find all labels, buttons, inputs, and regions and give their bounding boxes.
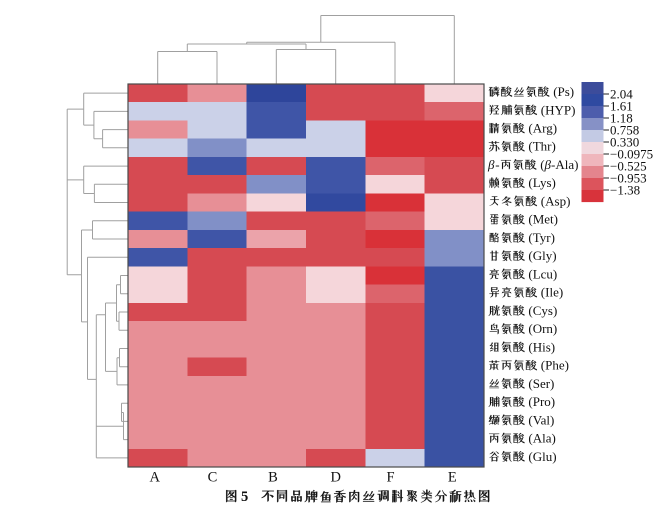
svg-text:(Val): (Val) (528, 412, 554, 427)
svg-text:2.04: 2.04 (610, 87, 633, 102)
svg-text:(Glu): (Glu) (528, 449, 556, 464)
svg-text:A: A (150, 470, 161, 486)
svg-text:(Lys): (Lys) (528, 175, 555, 190)
svg-text:0.758: 0.758 (610, 123, 639, 138)
svg-text:(HYP): (HYP) (541, 102, 576, 117)
svg-text:(Phe): (Phe) (541, 358, 569, 373)
svg-text:(Arg): (Arg) (528, 121, 557, 136)
svg-text:(Cys): (Cys) (528, 303, 557, 318)
svg-text:E: E (448, 470, 457, 486)
svg-text:F: F (386, 470, 394, 486)
svg-text:(Lcu): (Lcu) (528, 266, 557, 281)
svg-text:−0.525: −0.525 (610, 159, 647, 174)
svg-text:−1.38: −1.38 (610, 183, 640, 198)
svg-text:(Tyr): (Tyr) (528, 230, 555, 245)
svg-text:(Ile): (Ile) (541, 285, 563, 300)
svg-text:D: D (331, 470, 341, 486)
svg-text:(Gly): (Gly) (528, 248, 556, 263)
svg-text:(His): (His) (528, 339, 555, 354)
svg-text:(Ser): (Ser) (528, 376, 554, 391)
svg-text:C: C (208, 470, 218, 486)
svg-text:(Ps): (Ps) (553, 84, 574, 99)
svg-text:1.18: 1.18 (610, 111, 633, 126)
svg-text:(Ala): (Ala) (528, 431, 555, 446)
svg-text:−0.0975: −0.0975 (610, 147, 653, 162)
svg-text:1.61: 1.61 (610, 99, 633, 114)
svg-text:(Thr): (Thr) (528, 139, 555, 154)
svg-text:(Orn): (Orn) (528, 321, 557, 336)
svg-text:(β-Ala): (β-Ala) (540, 157, 578, 172)
svg-text:(Asp): (Asp) (541, 193, 571, 208)
svg-text:B: B (268, 470, 278, 486)
svg-text:(Met): (Met) (528, 212, 558, 227)
svg-text:β: β (487, 157, 495, 172)
svg-text:(Pro): (Pro) (528, 394, 555, 409)
svg-text:0.330: 0.330 (610, 135, 639, 150)
svg-text:−0.953: −0.953 (610, 171, 647, 186)
svg-text:5: 5 (241, 489, 248, 505)
svg-text:-: - (495, 157, 499, 172)
